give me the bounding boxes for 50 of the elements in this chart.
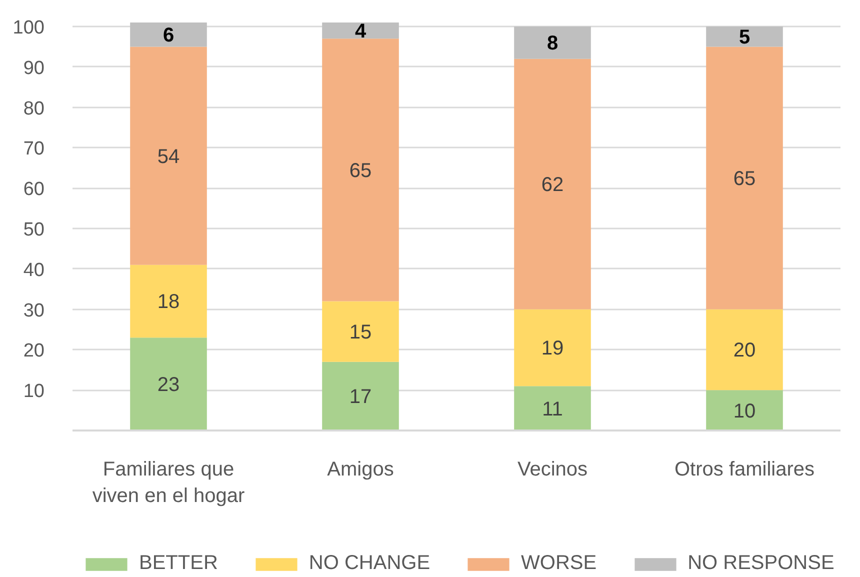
y-tick-label: 50 xyxy=(23,220,45,241)
y-tick-label: 90 xyxy=(23,58,45,79)
data-label: 15 xyxy=(349,322,372,344)
y-tick-label: 40 xyxy=(23,260,45,281)
data-label: 17 xyxy=(349,386,372,408)
y-tick-label: 70 xyxy=(23,138,45,160)
bar xyxy=(322,38,399,302)
data-label: 20 xyxy=(733,340,756,362)
y-tick-label: 80 xyxy=(23,98,45,120)
bar xyxy=(514,309,591,386)
bar xyxy=(322,362,399,430)
bar xyxy=(706,46,783,310)
y-tick-label: 10 xyxy=(23,381,45,402)
data-label: 6 xyxy=(162,24,174,47)
bar xyxy=(130,46,207,265)
bar xyxy=(514,26,591,59)
data-label: 11 xyxy=(542,398,563,420)
bar xyxy=(322,301,399,362)
y-tick-label: 20 xyxy=(23,340,45,362)
data-label: 62 xyxy=(541,174,564,196)
data-label: 23 xyxy=(157,374,180,396)
bar xyxy=(706,309,783,390)
data-label: 65 xyxy=(349,160,372,182)
data-label: 5 xyxy=(738,26,750,49)
x-tick-label: Amigos xyxy=(327,458,394,480)
data-label: 19 xyxy=(541,338,564,360)
y-tick-label: 30 xyxy=(23,300,45,322)
bar xyxy=(514,386,591,430)
y-tick-label: 60 xyxy=(23,179,45,200)
bar xyxy=(706,26,783,47)
data-label: 10 xyxy=(733,400,756,422)
legend-label: WORSE xyxy=(521,552,597,575)
data-label: 8 xyxy=(546,32,558,55)
bar xyxy=(130,22,207,47)
bar xyxy=(322,22,399,39)
x-tick-label: Familiares que viven en el hogar xyxy=(92,458,245,507)
bar xyxy=(130,264,207,338)
legend-label: NO CHANGE xyxy=(308,552,430,575)
data-label: 65 xyxy=(733,168,756,190)
x-tick-label: Otros familiares xyxy=(674,458,815,480)
data-label: 18 xyxy=(157,291,180,314)
data-label: 54 xyxy=(157,146,180,168)
bar xyxy=(706,390,783,430)
legend-label: BETTER xyxy=(139,552,218,575)
bar xyxy=(514,58,591,310)
y-tick-label: 100 xyxy=(12,18,44,39)
legend-label: NO RESPONSE xyxy=(688,552,834,575)
data-label: 4 xyxy=(354,20,367,43)
x-tick-label: Vecinos xyxy=(517,458,588,480)
bar xyxy=(130,338,207,430)
